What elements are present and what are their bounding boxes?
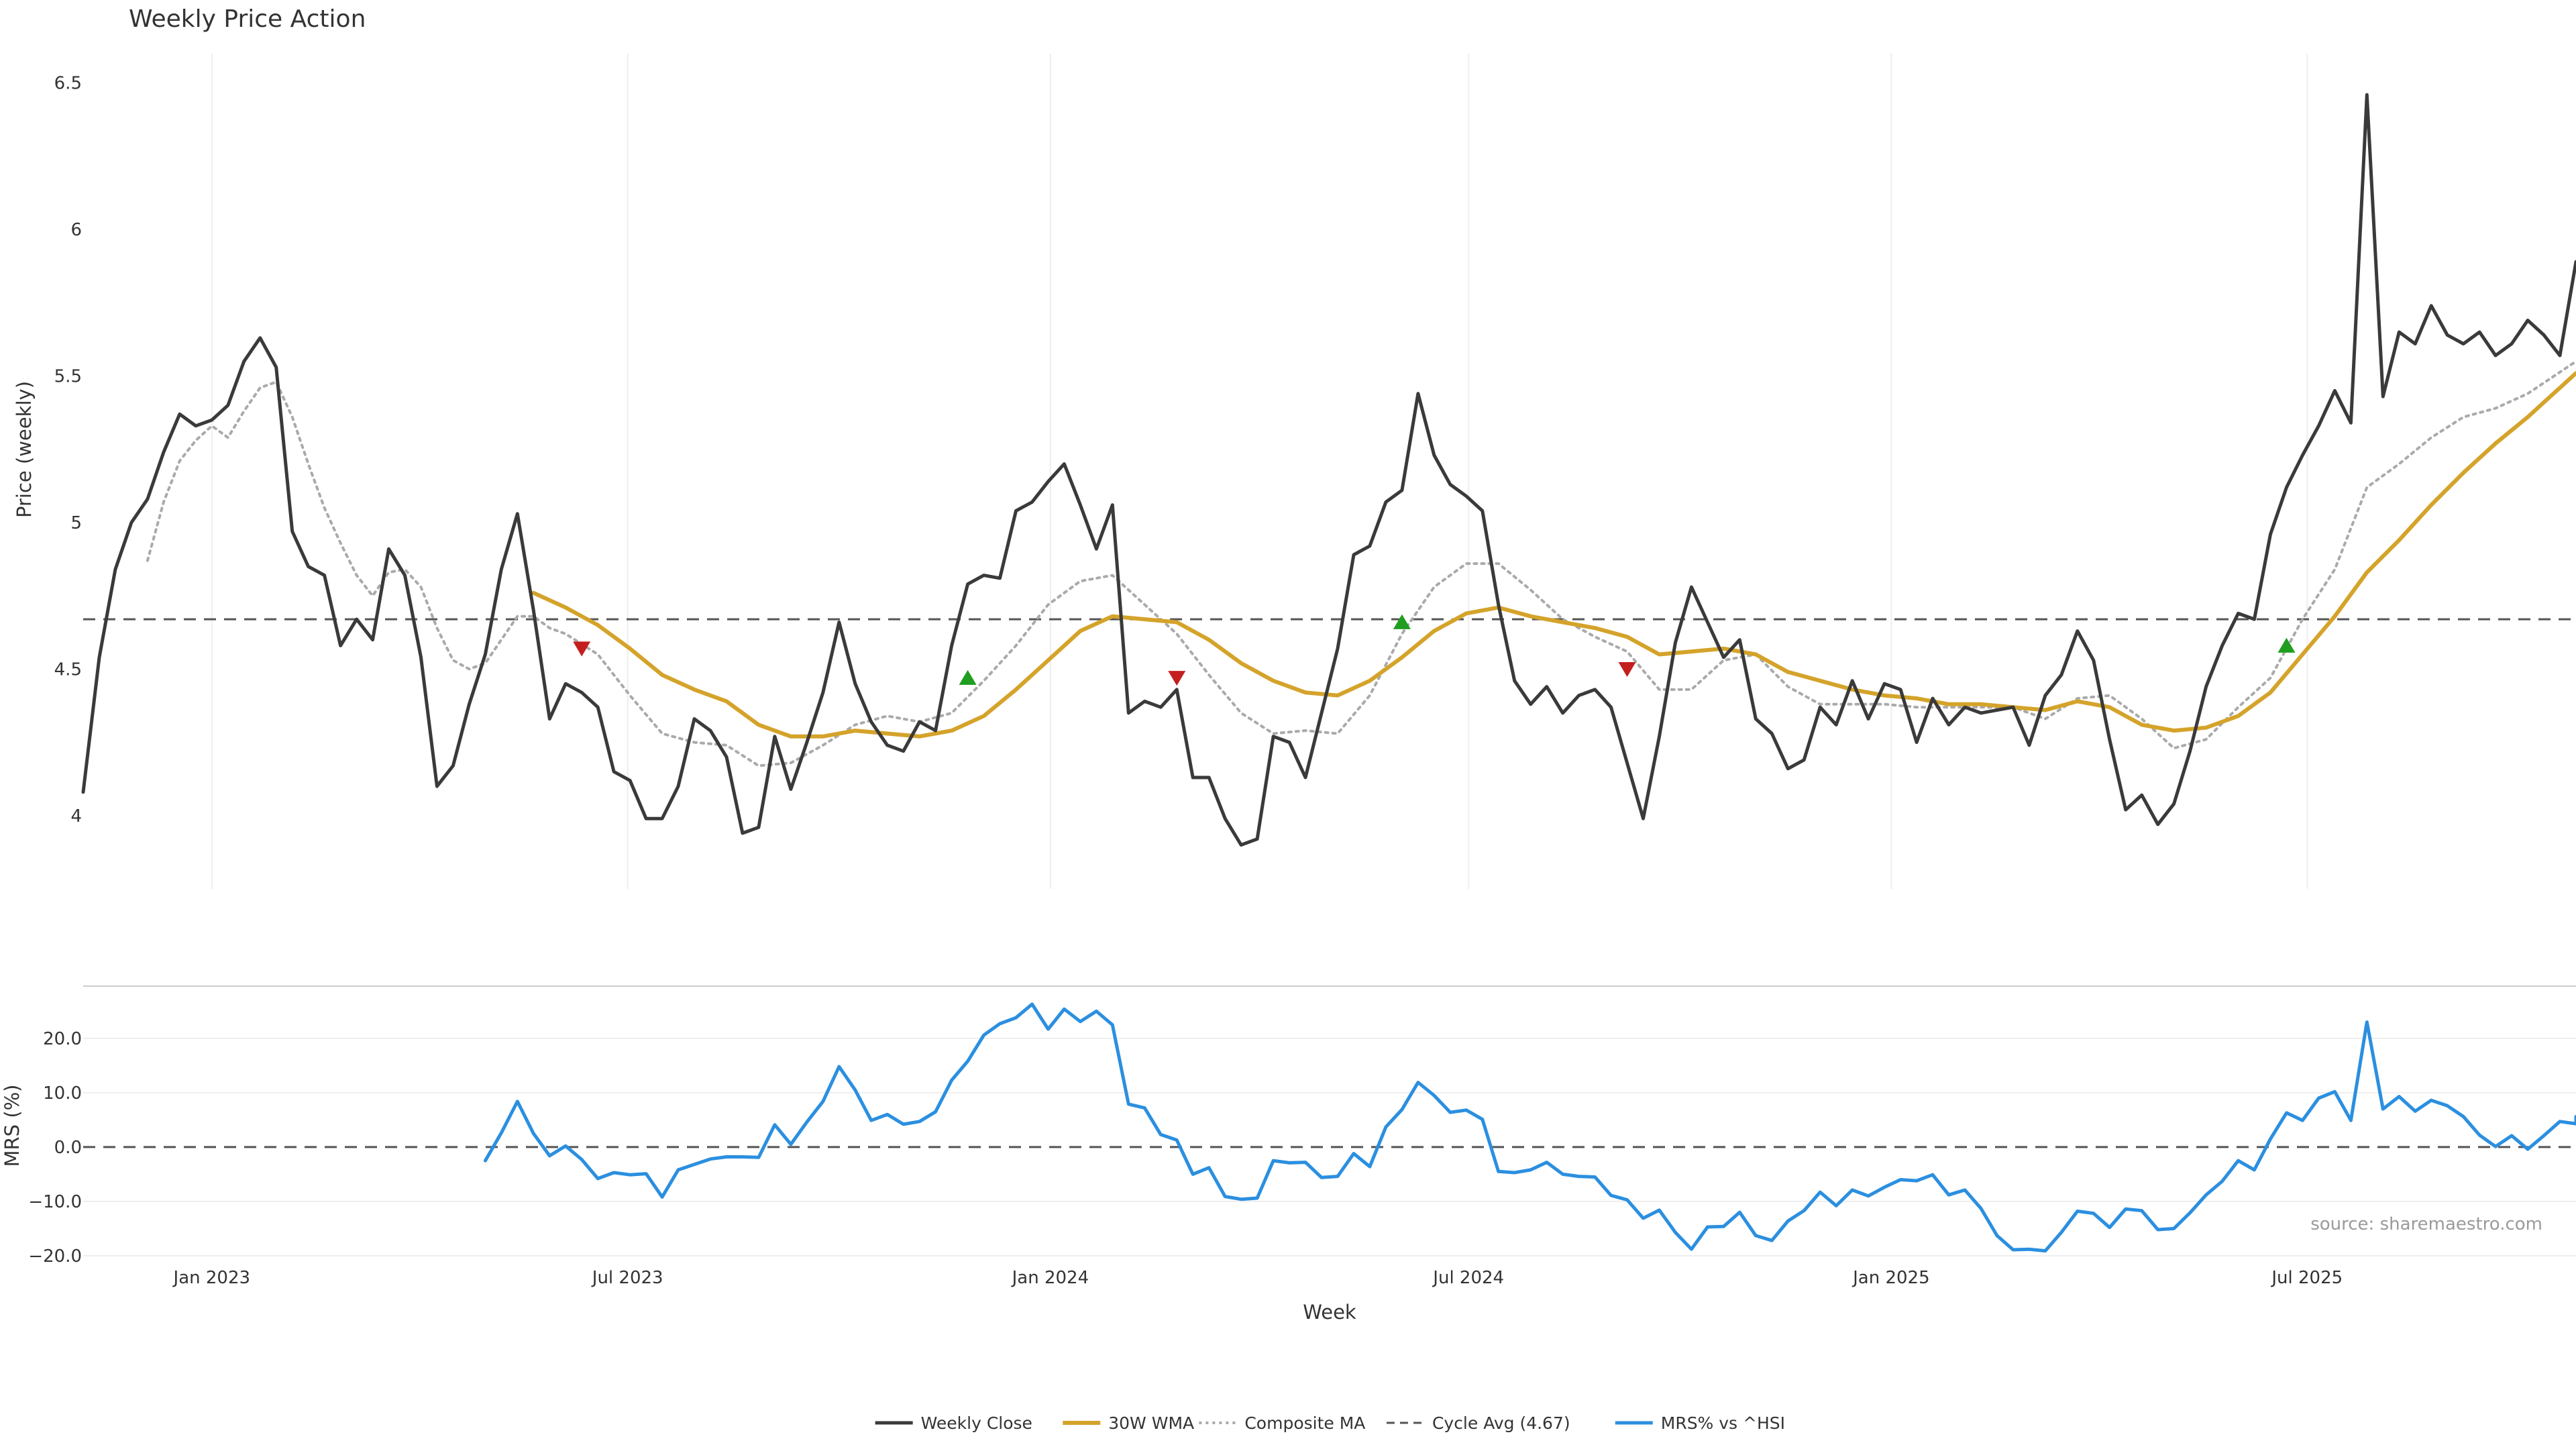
x-tick-label: Jul 2023 (591, 1268, 663, 1288)
price-y-axis-label: Price (weekly) (13, 381, 36, 518)
buy-signal-marker (2277, 637, 2296, 653)
mrs-y-tick-label: 0.0 (54, 1138, 82, 1158)
weekly-close-line (81, 93, 2576, 847)
sell-signal-marker (1168, 671, 1186, 686)
legend-label: Cycle Avg (4.67) (1432, 1413, 1570, 1433)
mrs-series (483, 1002, 2576, 1253)
x-axis-label: Week (1303, 1301, 1356, 1324)
mrs-y-tick-label: 20.0 (43, 1029, 82, 1049)
chart-title: Weekly Price Action (129, 5, 366, 33)
mrs-y-tick-label: 10.0 (43, 1083, 82, 1104)
x-axis-ticks: Jan 2023 Jul 2023 Jan 2024 Jul 2024 Jan 2025… (172, 1268, 2343, 1288)
x-tick-label: Jul 2024 (1432, 1268, 1504, 1288)
buy-signal-marker (1393, 614, 1411, 629)
mrs-y-tick-label: −20.0 (28, 1246, 82, 1267)
legend-label: Weekly Close (921, 1413, 1032, 1433)
signal-markers (573, 614, 2296, 686)
legend-item: Weekly Close (875, 1413, 1032, 1433)
legend-label: MRS% vs ^HSI (1661, 1413, 1785, 1433)
source-annotation: source: sharemaestro.com (2310, 1214, 2542, 1234)
legend-item: MRS% vs ^HSI (1615, 1413, 1785, 1433)
x-tick-label: Jul 2025 (2270, 1268, 2343, 1288)
price-y-tick-label: 5.5 (54, 367, 82, 387)
legend-item: 30W WMA (1063, 1413, 1194, 1433)
price-series (81, 93, 2576, 847)
legend-item: Cycle Avg (4.67) (1386, 1413, 1570, 1433)
x-tick-label: Jan 2025 (1851, 1268, 1930, 1288)
sell-signal-marker (1618, 661, 1636, 678)
price-y-tick-label: 6 (70, 220, 82, 240)
buy-signal-marker (959, 669, 977, 685)
x-tick-label: Jan 2024 (1011, 1268, 1089, 1288)
legend-label: Composite MA (1244, 1413, 1365, 1433)
sell-signal-marker (573, 641, 591, 657)
mrs-y-tick-label: −10.0 (28, 1192, 82, 1212)
price-grid (211, 54, 2308, 889)
price-y-ticks: 4 4.5 5 5.5 6 6.5 (54, 74, 82, 826)
mrs-y-axis-label: MRS (%) (1, 1085, 23, 1167)
mrs-line (483, 1002, 2576, 1253)
price-y-tick-label: 5 (70, 513, 82, 533)
price-y-tick-label: 6.5 (54, 74, 82, 94)
x-tick-label: Jan 2023 (172, 1268, 251, 1288)
price-y-tick-label: 4.5 (54, 659, 82, 680)
wma-30w-line (531, 371, 2576, 739)
legend-item: Composite MA (1199, 1413, 1365, 1433)
mrs-grid (83, 1037, 2576, 1256)
price-y-tick-label: 4 (70, 806, 82, 826)
mrs-y-ticks: −20.0 −10.0 0.0 10.0 20.0 (28, 1029, 82, 1267)
legend-label: 30W WMA (1108, 1413, 1194, 1433)
legend: Weekly Close 30W WMA Composite MA Cycle Avg… (875, 1413, 1785, 1433)
